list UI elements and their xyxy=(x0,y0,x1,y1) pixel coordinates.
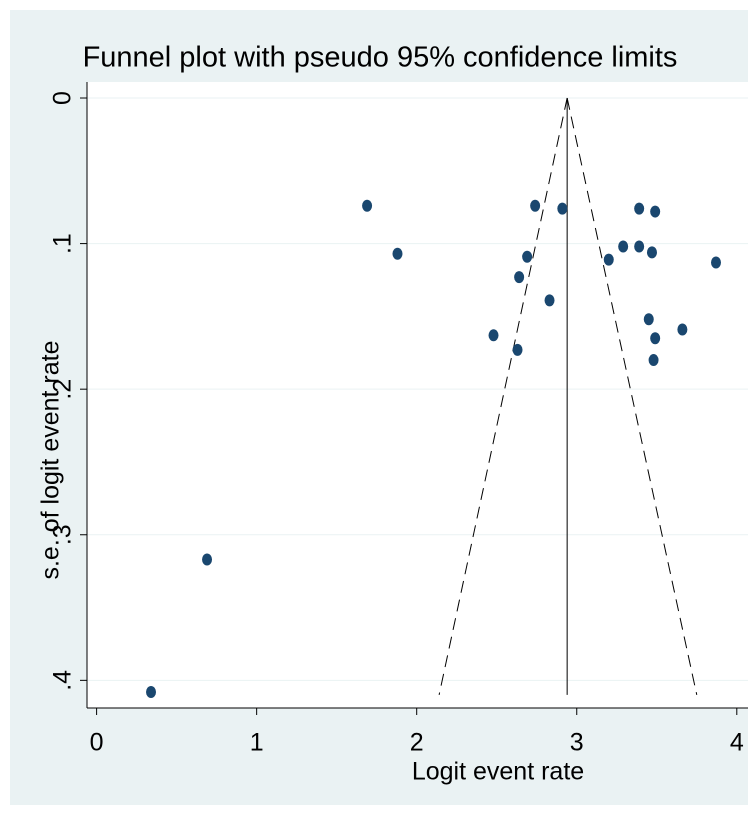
study-point xyxy=(603,253,614,266)
y-tick-label: .2 xyxy=(49,379,77,400)
y-tick-label: 0 xyxy=(49,91,77,105)
chart-title: Funnel plot with pseudo 95% confidence l… xyxy=(83,42,678,74)
study-point xyxy=(202,553,213,566)
study-point xyxy=(544,294,555,307)
study-point xyxy=(634,240,645,253)
y-axis-title: s.e. of logit event rate xyxy=(37,340,65,579)
x-axis-title: Logit event rate xyxy=(412,758,584,786)
study-point xyxy=(618,240,629,253)
x-tick-label: 4 xyxy=(730,729,744,757)
study-point xyxy=(650,205,661,218)
x-tick-label: 0 xyxy=(90,729,104,757)
study-point xyxy=(646,246,657,259)
study-point xyxy=(392,247,403,260)
plot-area xyxy=(87,82,748,708)
study-point xyxy=(710,256,721,269)
y-tick-label: .1 xyxy=(49,233,77,254)
lower-limit-line xyxy=(438,97,568,696)
study-point xyxy=(362,199,373,212)
study-point xyxy=(488,329,499,342)
study-point xyxy=(522,250,533,263)
study-point xyxy=(512,343,523,356)
study-point xyxy=(643,313,654,326)
y-tick-label: .3 xyxy=(49,524,77,545)
y-tick-label: .4 xyxy=(49,670,77,691)
study-point xyxy=(557,202,568,215)
study-point xyxy=(146,685,157,698)
x-tick-label: 3 xyxy=(570,729,584,757)
study-point xyxy=(634,202,645,215)
study-point xyxy=(648,354,659,367)
study-point xyxy=(650,332,661,345)
study-point xyxy=(514,271,525,284)
upper-limit-line xyxy=(566,97,698,696)
study-point xyxy=(677,323,688,336)
x-tick-label: 2 xyxy=(410,729,424,757)
x-tick-label: 1 xyxy=(250,729,264,757)
study-point xyxy=(530,199,541,212)
